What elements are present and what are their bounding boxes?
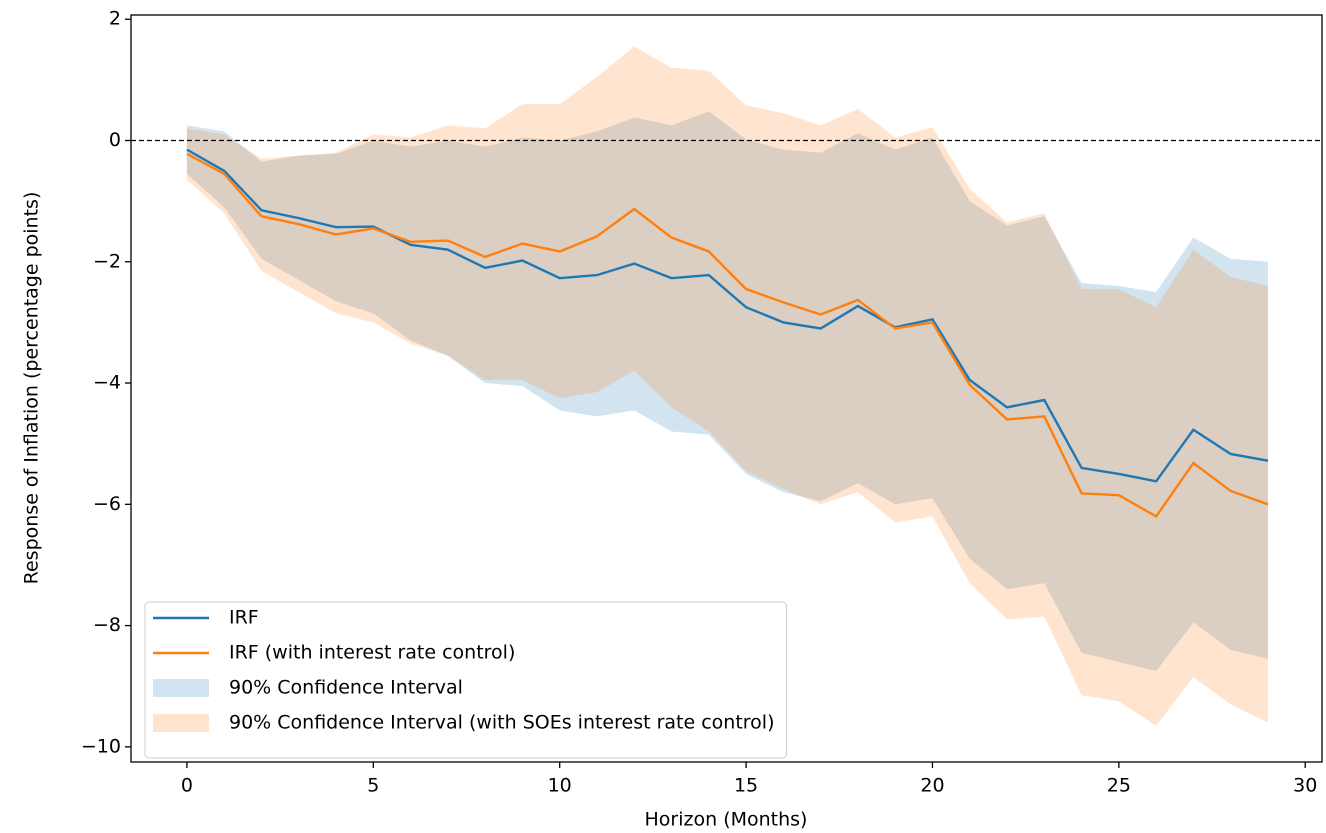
legend-label: IRF [229, 607, 259, 629]
legend-box [144, 601, 787, 759]
y-tick-label: 0 [109, 129, 121, 151]
x-tick-label: 20 [920, 775, 944, 797]
x-tick-label: 10 [548, 775, 572, 797]
y-tick-label: 2 [109, 8, 121, 30]
y-tick-label: −2 [93, 250, 121, 272]
x-axis-label: Horizon (Months) [645, 809, 808, 831]
y-tick-label: −10 [81, 735, 121, 757]
confidence-band [186, 111, 1268, 672]
confidence-band [186, 46, 1268, 726]
legend-swatch [153, 714, 209, 732]
legend-label: 90% Confidence Interval [229, 677, 463, 699]
x-tick-label: 15 [734, 775, 758, 797]
line [186, 152, 1269, 519]
legend-label: IRF (with interest rate control) [229, 642, 515, 664]
x-tick-label: 25 [1107, 775, 1131, 797]
legend: IRF IRF (with interest rate control) 90% C… [144, 601, 787, 759]
line [186, 148, 1269, 483]
y-tick-label: −4 [93, 372, 121, 394]
x-tick-label: 30 [1293, 775, 1317, 797]
legend-swatch [153, 679, 209, 697]
plot-frame [130, 14, 1323, 763]
legend-label: 90% Confidence Interval (with SOEs inter… [229, 712, 775, 734]
y-tick-label: −6 [93, 493, 121, 515]
y-tick-label: −8 [93, 614, 121, 636]
y-axis-label: Response of Inflation (percentage points… [21, 192, 43, 585]
x-tick-label: 5 [367, 775, 379, 797]
x-tick-label: 0 [181, 775, 193, 797]
